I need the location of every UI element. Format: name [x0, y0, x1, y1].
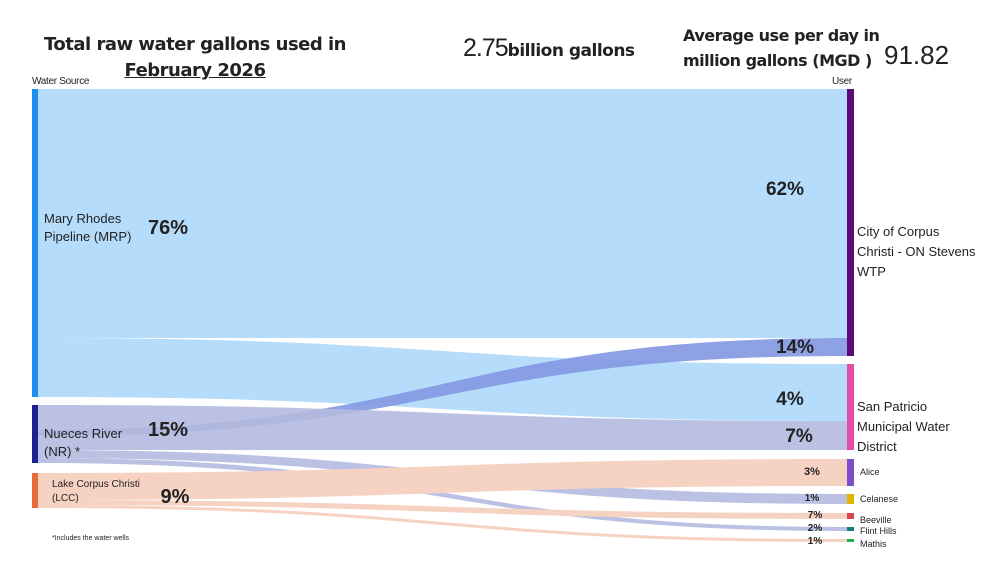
- flow-MRP-CC[interactable]: [38, 89, 847, 338]
- flow-label: 7%: [807, 510, 823, 521]
- user-node-FH[interactable]: [847, 527, 854, 531]
- user-node-CC[interactable]: [847, 89, 854, 356]
- user-label: Flint Hills: [860, 526, 897, 536]
- user-node-MA[interactable]: [847, 539, 854, 542]
- total-value: 2.75: [463, 34, 509, 62]
- user-label: City of Corpus Christi - ON Stevens WTP: [857, 224, 976, 279]
- flow-label: 1%: [804, 493, 820, 504]
- source-node-NR[interactable]: [32, 405, 38, 463]
- flow-label: 7%: [785, 426, 813, 447]
- flow-label: 14%: [775, 337, 815, 358]
- source-label: Nueces River (NR) *: [44, 426, 123, 459]
- source-node-LCC[interactable]: [32, 473, 38, 508]
- footnote: *Includes the water wells: [52, 535, 130, 542]
- source-percent: 15%: [147, 419, 189, 441]
- user-node-SP[interactable]: [847, 364, 854, 450]
- user-label: Mathis: [860, 539, 887, 549]
- user-node-BE[interactable]: [847, 513, 854, 519]
- title-month: February 2026: [124, 60, 266, 81]
- user-label: Celanese: [860, 494, 899, 504]
- axis-right-label: User: [832, 76, 852, 87]
- title-line-1: Total raw water gallons used in: [44, 34, 347, 55]
- chart-title: Total raw water gallons used in February …: [30, 32, 360, 84]
- avg-label-2: million gallons (MGD ): [683, 51, 872, 70]
- flow-NR-FH[interactable]: [38, 458, 847, 531]
- source-percent: 9%: [160, 486, 190, 508]
- flow-label: 2%: [807, 523, 823, 534]
- flow-label: 62%: [765, 179, 805, 200]
- user-label: San Patricio Municipal Water District: [857, 399, 950, 454]
- user-label: Beeville: [860, 515, 892, 525]
- source-label: Lake Corpus Christi (LCC): [52, 479, 140, 504]
- source-label: Mary Rhodes Pipeline (MRP): [44, 211, 132, 244]
- avg-label: Average use per day in million gallons (M…: [683, 23, 880, 73]
- flow-NR-CC[interactable]: [38, 338, 847, 436]
- source-node-MRP[interactable]: [32, 89, 38, 397]
- flow-NR-SP[interactable]: [38, 405, 847, 450]
- user-node-CE[interactable]: [847, 494, 854, 504]
- flow-label: 1%: [807, 536, 823, 547]
- flow-label: 3%: [804, 466, 820, 478]
- user-node-AL[interactable]: [847, 459, 854, 486]
- flow-LCC-MA[interactable]: [38, 505, 847, 542]
- user-label: Alice: [860, 467, 880, 477]
- flow-LCC-BE[interactable]: [38, 500, 847, 519]
- avg-value: 91.82: [884, 40, 950, 70]
- flow-label: 4%: [776, 389, 804, 410]
- total-gallons: 2.75billion gallons: [463, 34, 635, 63]
- axis-left-label: Water Source: [32, 76, 90, 87]
- source-percent: 76%: [147, 217, 189, 239]
- flow-LCC-AL[interactable]: [38, 459, 847, 500]
- avg-label-1: Average use per day in: [683, 26, 880, 45]
- total-unit: billion gallons: [507, 41, 635, 61]
- flow-MRP-SP[interactable]: [38, 338, 847, 421]
